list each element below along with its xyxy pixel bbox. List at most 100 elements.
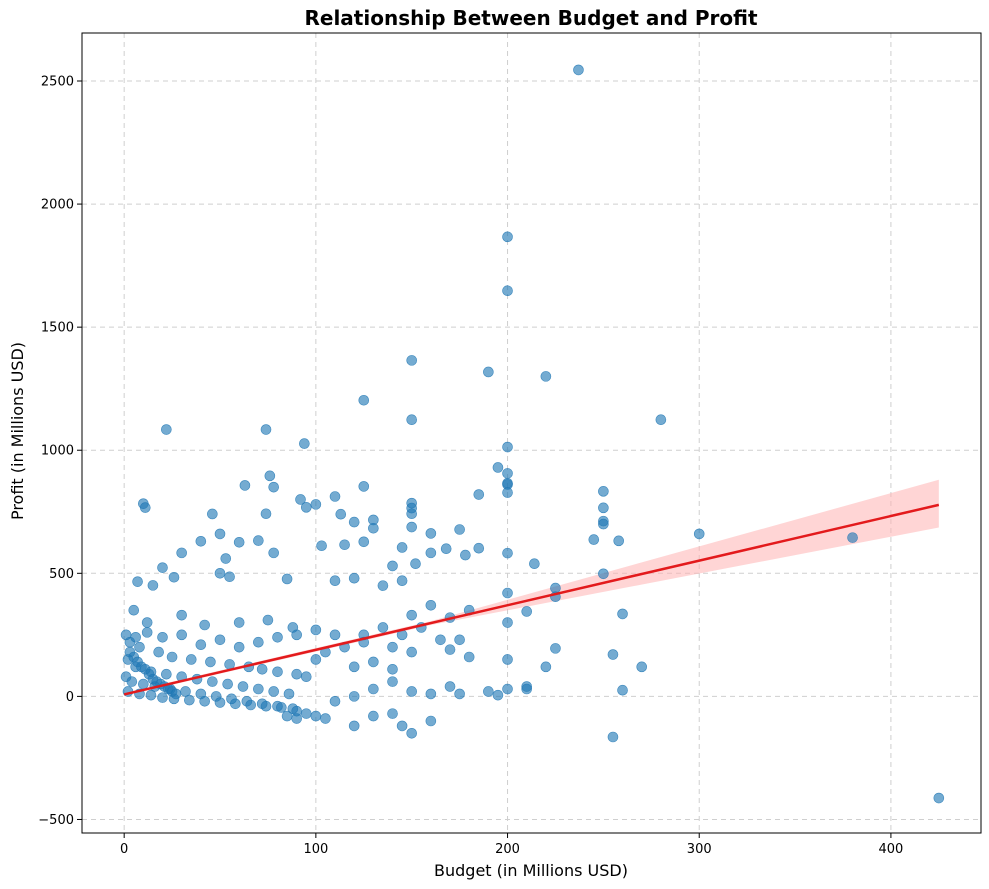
- data-point: [205, 656, 216, 668]
- data-point: [521, 606, 533, 617]
- data-point: [199, 696, 210, 707]
- data-point: [406, 686, 417, 697]
- data-point: [368, 656, 379, 668]
- data-point: [310, 654, 322, 665]
- data-point: [492, 689, 504, 701]
- x-tick-label: 0: [120, 842, 128, 857]
- data-point: [348, 572, 360, 584]
- data-point: [329, 575, 341, 586]
- data-point: [184, 694, 195, 706]
- data-point: [214, 568, 226, 579]
- data-point: [598, 486, 609, 497]
- data-point: [310, 710, 322, 722]
- data-point: [276, 702, 287, 713]
- data-point: [425, 528, 437, 539]
- data-point: [253, 636, 264, 648]
- data-point: [483, 366, 494, 378]
- data-point: [214, 634, 226, 646]
- data-point: [492, 462, 504, 473]
- x-tick-label: 100: [303, 842, 328, 857]
- data-point: [145, 689, 157, 701]
- data-points: [120, 64, 945, 804]
- grid-lines: [82, 33, 981, 833]
- data-point: [368, 522, 379, 534]
- data-point: [396, 720, 408, 732]
- data-point: [291, 629, 302, 641]
- data-point: [454, 524, 465, 535]
- data-point: [406, 609, 417, 621]
- y-axis-label: Profit (in Millions USD): [8, 342, 27, 520]
- data-point: [329, 491, 341, 502]
- data-point: [310, 624, 322, 636]
- data-point: [316, 540, 327, 552]
- data-point: [138, 678, 149, 690]
- data-point: [128, 604, 140, 616]
- data-point: [224, 571, 235, 583]
- data-point: [300, 671, 312, 682]
- data-point: [377, 580, 389, 591]
- data-point: [233, 536, 245, 548]
- data-point: [120, 629, 132, 641]
- data-point: [283, 688, 295, 700]
- data-point: [168, 571, 180, 583]
- data-point: [502, 617, 513, 628]
- data-point: [185, 654, 197, 665]
- data-point: [299, 438, 310, 449]
- data-point: [262, 614, 274, 626]
- data-point: [260, 700, 272, 712]
- data-point: [233, 617, 245, 628]
- data-point: [607, 731, 619, 743]
- data-point: [502, 683, 513, 695]
- data-point: [195, 536, 207, 547]
- data-point: [396, 542, 408, 553]
- y-tick-label: 500: [49, 567, 74, 582]
- data-point: [176, 547, 187, 559]
- data-point: [260, 508, 272, 520]
- data-point: [933, 792, 945, 804]
- data-point: [529, 558, 540, 570]
- data-point: [329, 629, 341, 641]
- data-point: [406, 646, 417, 658]
- data-point: [444, 644, 456, 655]
- data-point: [141, 617, 153, 628]
- data-point: [153, 646, 164, 658]
- data-point: [161, 668, 172, 680]
- data-point: [300, 708, 312, 719]
- data-point: [387, 664, 398, 675]
- data-point: [406, 355, 417, 366]
- y-tick-label: 0: [66, 690, 74, 705]
- data-point: [377, 622, 389, 633]
- data-point: [588, 534, 600, 545]
- data-point: [214, 528, 226, 540]
- data-point: [358, 394, 370, 406]
- data-point: [387, 641, 398, 653]
- data-point: [348, 720, 360, 732]
- data-point: [521, 683, 533, 695]
- data-point: [425, 547, 437, 559]
- chart-title: Relationship Between Budget and Profit: [304, 6, 757, 30]
- data-point: [617, 684, 628, 696]
- data-point: [693, 528, 705, 540]
- data-point: [502, 654, 513, 665]
- data-point: [598, 518, 609, 530]
- data-point: [320, 713, 331, 724]
- data-point: [230, 698, 241, 710]
- data-point: [358, 536, 370, 548]
- data-point: [260, 424, 272, 435]
- data-point: [207, 508, 218, 520]
- data-point: [348, 661, 360, 673]
- data-point: [847, 532, 858, 543]
- data-point: [406, 414, 417, 426]
- data-point: [483, 686, 494, 697]
- data-point: [406, 508, 417, 520]
- data-point: [245, 699, 256, 711]
- data-point: [233, 641, 245, 653]
- data-point: [502, 547, 513, 559]
- data-point: [139, 502, 151, 513]
- data-point: [406, 521, 417, 533]
- data-point: [176, 609, 187, 621]
- data-point: [339, 539, 350, 551]
- data-point: [268, 547, 279, 559]
- data-point: [348, 516, 360, 528]
- data-point: [502, 285, 513, 297]
